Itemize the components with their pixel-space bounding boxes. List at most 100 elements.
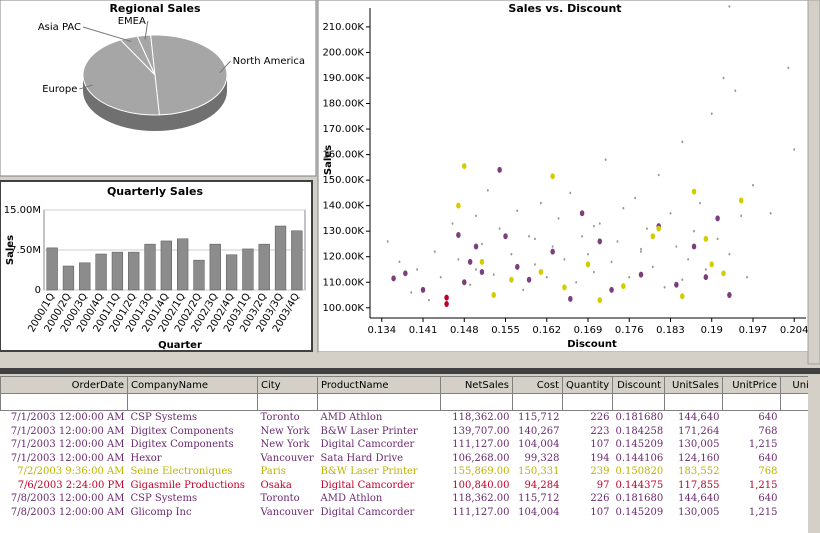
y-tick-label: 180.00K — [322, 99, 364, 110]
bar — [62, 265, 75, 291]
point — [427, 298, 430, 302]
table-cell: New York — [260, 425, 310, 437]
column-header[interactable]: UnitPrice — [722, 376, 781, 394]
table-cell: 640 — [758, 452, 778, 464]
bar — [177, 238, 189, 291]
chart-title: Sales vs. Discount — [508, 2, 621, 15]
table-cell: 139,707.00 — [452, 425, 510, 437]
point — [621, 283, 626, 290]
table-cell: 107 — [590, 439, 610, 451]
splitter — [0, 368, 820, 374]
scrollbar[interactable] — [318, 352, 808, 364]
filter-cell[interactable] — [257, 393, 318, 411]
table-cell: 1,215 — [748, 479, 778, 491]
table-row: 7/1/2003 12:00:00 AM Digitex Components Ne… — [1, 425, 809, 439]
point — [740, 214, 743, 218]
column-header[interactable]: UnitCost — [780, 376, 808, 394]
point — [457, 257, 460, 261]
point — [557, 217, 560, 220]
table-cell: 150,331 — [518, 466, 560, 478]
table-cell: 130,005 — [678, 439, 720, 451]
table-cell: 7/2/2003 9:36:00 AM — [17, 466, 125, 478]
filter-cell[interactable] — [317, 393, 441, 411]
point — [640, 247, 643, 251]
point — [681, 140, 684, 144]
column-header[interactable]: OrderDate — [0, 376, 128, 394]
y-tick-label: 150.00K — [322, 175, 364, 186]
bar — [274, 225, 287, 291]
point — [680, 293, 685, 300]
point — [609, 286, 614, 293]
table-cell: 768 — [758, 425, 778, 437]
column-header[interactable]: Quantity — [562, 376, 613, 394]
point — [687, 257, 690, 261]
point — [657, 173, 660, 177]
filter-cell[interactable] — [0, 393, 128, 411]
table-cell: Osaka — [260, 479, 292, 491]
scrollbar[interactable] — [0, 352, 312, 364]
point — [656, 225, 661, 232]
point — [746, 275, 749, 279]
table-cell: 97 — [596, 479, 610, 491]
table-cell: Digitex Components — [130, 439, 234, 451]
point — [698, 201, 701, 205]
scrollbar[interactable] — [808, 376, 820, 533]
point — [597, 238, 603, 245]
point — [539, 201, 542, 205]
filter-cell[interactable] — [780, 393, 808, 411]
point — [751, 183, 754, 187]
table-cell: 629 — [781, 425, 809, 439]
table-cell: 629 — [781, 465, 809, 479]
column-header[interactable]: CompanyName — [127, 376, 258, 394]
point — [716, 237, 719, 241]
table-row: 7/2/2003 9:36:00 AM Seine Electroniques Pa… — [1, 465, 809, 479]
scrollbar[interactable] — [807, 0, 820, 365]
column-header[interactable]: UnitSales — [664, 376, 723, 394]
column-header[interactable]: ProductName — [317, 376, 441, 394]
table-cell: Sata Hard Drive — [320, 452, 404, 464]
point — [597, 297, 603, 304]
x-tick-label: 0.183 — [656, 325, 685, 336]
point — [563, 257, 566, 261]
table-cell: 100,840.00 — [452, 479, 510, 491]
table-cell: 0.181680 — [615, 412, 664, 424]
filter-cell[interactable] — [127, 393, 258, 411]
filter-cell[interactable] — [512, 393, 563, 411]
filter-cell[interactable] — [664, 393, 723, 411]
filter-cell[interactable] — [612, 393, 665, 411]
point — [515, 263, 520, 270]
point — [569, 191, 572, 195]
column-header[interactable]: Cost — [512, 376, 563, 394]
y-tick-label: 210.00K — [322, 22, 364, 33]
table-cell: Hexor — [130, 452, 162, 464]
table-row: 7/8/2003 12:00:00 AM Glicomp Inc Vancouver… — [1, 506, 809, 520]
bar — [144, 243, 156, 291]
y-tick-label: 170.00K — [322, 124, 364, 135]
filter-cell[interactable] — [722, 393, 781, 411]
point — [622, 206, 625, 210]
leader-line — [144, 20, 149, 40]
x-tick-label: 0.176 — [615, 325, 644, 336]
column-header[interactable]: Discount — [612, 376, 665, 394]
filter-cell[interactable] — [440, 393, 513, 411]
table-cell: 183,552 — [678, 466, 720, 478]
pie-label: Asia PAC — [38, 22, 81, 33]
bar — [160, 240, 172, 291]
point — [704, 268, 707, 271]
axis-label: Quarter — [158, 340, 202, 351]
y-tick-label: 160.00K — [322, 150, 364, 161]
x-tick-label: 0.155 — [491, 325, 520, 336]
point — [734, 89, 737, 93]
point — [722, 76, 725, 80]
y-tick-label: 100.00K — [322, 303, 364, 314]
point — [444, 294, 449, 301]
point — [491, 292, 496, 299]
table-cell: Paris — [260, 466, 286, 478]
filter-cell[interactable] — [562, 393, 613, 411]
y-tick-label: 7.50M — [10, 245, 41, 256]
column-header[interactable]: City — [257, 376, 318, 394]
point — [640, 250, 643, 253]
column-header[interactable]: NetSales — [440, 376, 513, 394]
table-cell: AMD Athlon — [320, 412, 383, 424]
